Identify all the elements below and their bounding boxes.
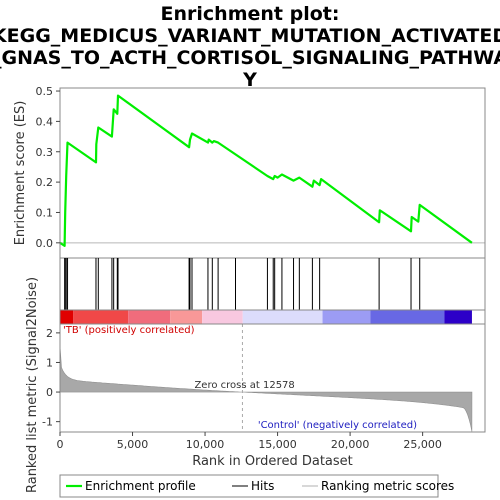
rank-plot-area [60, 324, 485, 432]
heat-bar-segment [202, 310, 243, 324]
rank-ytick-label: 1 [46, 356, 53, 369]
es-ytick-label: 0.4 [36, 115, 54, 128]
heat-bar-segment [60, 310, 74, 324]
es-ytick-label: 0.0 [36, 237, 54, 250]
es-plot-area [60, 88, 485, 258]
rank-ytick-label: 0 [46, 386, 53, 399]
xtick-label: 25,000 [403, 438, 442, 451]
rank-frame [59, 323, 486, 433]
x-axis-label: Rank in Ordered Dataset [192, 454, 353, 469]
zero-cross-label: Zero cross at 12578 [194, 380, 294, 391]
es-ytick-label: 0.2 [36, 176, 54, 189]
es-ytick-label: 0.1 [36, 206, 54, 219]
rank-ytick-label: 2 [46, 327, 53, 340]
legend-box [59, 474, 439, 498]
negative-correlation-label: 'Control' (negatively correlated) [258, 420, 417, 431]
heat-bar-segment [242, 310, 323, 324]
hits-panel [59, 257, 486, 325]
positive-correlation-label: 'TB' (positively correlated) [63, 325, 195, 336]
es-ylabel: Enrichment score (ES) [13, 101, 28, 246]
xtick-label: 15,000 [258, 438, 297, 451]
heat-bar-segment [128, 310, 171, 324]
ranking-metric-area [59, 345, 473, 432]
es-ytick-label: 0.3 [36, 146, 54, 159]
heat-bar-segment [444, 310, 472, 324]
chart-title: Enrichment plot:KEGG_MEDICUS_VARIANT_MUT… [0, 3, 500, 91]
legend-label-2: Hits [251, 479, 274, 493]
title-line-1: Enrichment plot: [161, 3, 340, 25]
heat-bar-segment [370, 310, 445, 324]
enrichment-profile-line [59, 94, 473, 247]
xtick-label: 5,000 [117, 438, 149, 451]
hits-frame [59, 257, 486, 311]
legend: Enrichment profile Hits Ranking metric sco… [59, 474, 454, 498]
title-line-4: Y [242, 69, 257, 91]
es-panel: 0.0 0.1 0.2 0.3 0.4 0.5 Enrichment score (ES) [13, 85, 486, 259]
heat-bar-segment [73, 310, 129, 324]
title-line-2: KEGG_MEDICUS_VARIANT_MUTATION_ACTIVATED [0, 25, 500, 47]
x-axis: 0 5,000 10,000 15,000 20,000 25,000 Rank in Or… [57, 432, 442, 469]
xtick-label: 10,000 [186, 438, 225, 451]
legend-label-3: Ranking metric scores [321, 479, 454, 493]
rank-ytick-label: -1 [42, 416, 53, 429]
xtick-label: 20,000 [331, 438, 370, 451]
rank-ylabel: Ranked list metric (Signal2Noise) [25, 277, 40, 493]
heat-bar-segment [170, 310, 203, 324]
heat-bar-segment [322, 310, 371, 324]
legend-label-1: Enrichment profile [85, 479, 196, 493]
title-line-3: _GNAS_TO_ACTH_CORTISOL_SIGNALING_PATHWA [0, 47, 500, 69]
xtick-label: 0 [57, 438, 64, 451]
rank-panel: Zero cross at 12578 'TB' (positively corr… [25, 277, 486, 493]
es-ytick-label: 0.5 [36, 85, 54, 98]
